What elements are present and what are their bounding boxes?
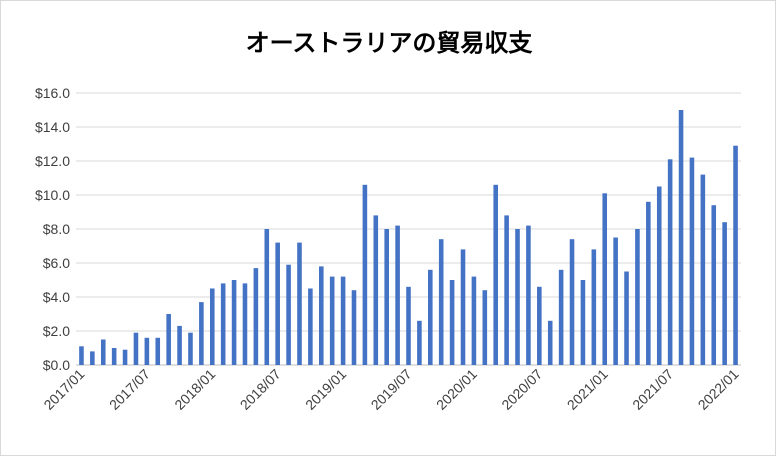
- bar: [428, 269, 433, 365]
- bar: [351, 290, 357, 365]
- bar: [155, 337, 161, 365]
- bar: [308, 288, 313, 365]
- x-tick-label: 2021/07: [629, 366, 676, 413]
- bar: [591, 249, 597, 365]
- bar: [373, 215, 379, 365]
- bar: [547, 320, 553, 365]
- bar-series: [79, 110, 738, 365]
- bar: [646, 201, 651, 365]
- bar: [329, 276, 335, 365]
- x-axis-ticks: 2017/01 2017/07 2018/01 2018/07 2019/01 2019/…: [40, 366, 741, 413]
- bar: [362, 184, 368, 365]
- bar: [417, 320, 422, 365]
- x-tick-label: 2018/01: [171, 366, 218, 413]
- bar: [678, 110, 684, 365]
- bar: [209, 288, 215, 365]
- bar: [711, 205, 717, 365]
- bar: [100, 339, 106, 365]
- bar: [493, 184, 499, 365]
- bar: [242, 283, 248, 365]
- x-tick-label: 2020/07: [498, 366, 545, 413]
- y-tick-label: $8.0: [43, 221, 70, 237]
- bar: [438, 239, 444, 365]
- x-tick-label: 2021/01: [564, 366, 611, 413]
- bar: [733, 145, 738, 365]
- bar: [264, 229, 270, 365]
- bar: [90, 351, 95, 365]
- bar: [471, 276, 477, 365]
- y-tick-label: $14.0: [35, 119, 70, 135]
- bar: [449, 280, 455, 365]
- bar: [188, 332, 193, 365]
- bar: [656, 186, 662, 365]
- bar: [384, 229, 389, 365]
- bar: [580, 280, 586, 365]
- bar: [537, 286, 542, 365]
- bar: [722, 222, 727, 365]
- bar: [624, 271, 629, 365]
- x-tick-label: 2019/01: [302, 366, 349, 413]
- x-tick-label: 2022/01: [695, 366, 742, 413]
- x-tick-label: 2017/07: [106, 366, 153, 413]
- bar: [667, 159, 673, 365]
- bar: [166, 314, 171, 365]
- bar: [340, 276, 346, 365]
- bar: [177, 325, 182, 365]
- bar: [504, 215, 509, 365]
- bar: [111, 348, 117, 365]
- bar: [231, 280, 237, 365]
- bar: [635, 229, 640, 365]
- bar: [700, 174, 706, 365]
- bar: [199, 302, 204, 365]
- bar: [406, 286, 411, 365]
- bar: [122, 349, 128, 365]
- bar: [602, 193, 608, 365]
- bar: [253, 268, 259, 365]
- y-axis-ticks: $0.0 $2.0 $4.0 $6.0 $8.0 $10.0 $12.0 $14.0 $16.0: [35, 85, 70, 373]
- y-tick-label: $2.0: [43, 323, 70, 339]
- x-tick-label: 2018/07: [237, 366, 284, 413]
- bar: [144, 337, 150, 365]
- bar: [558, 269, 564, 365]
- bar: [220, 283, 226, 365]
- bar: [613, 237, 618, 365]
- x-tick-label: 2019/07: [368, 366, 415, 413]
- bar: [482, 290, 488, 365]
- bar: [515, 229, 520, 365]
- bar: [318, 266, 324, 365]
- bar: [79, 346, 84, 365]
- bar: [395, 225, 400, 365]
- bar: [689, 157, 695, 365]
- bar: [297, 242, 302, 365]
- bar: [460, 249, 466, 365]
- bar: [569, 239, 575, 365]
- y-tick-label: $10.0: [35, 187, 70, 203]
- y-tick-label: $6.0: [43, 255, 70, 271]
- x-tick-label: 2020/01: [433, 366, 480, 413]
- y-tick-label: $4.0: [43, 289, 70, 305]
- chart-title: オーストラリアの貿易収支: [245, 29, 533, 57]
- y-tick-label: $0.0: [43, 357, 70, 373]
- bar: [286, 264, 291, 365]
- bar: [133, 332, 139, 365]
- bar: [275, 242, 280, 365]
- y-tick-label: $12.0: [35, 153, 70, 169]
- bar: [526, 225, 531, 365]
- y-tick-label: $16.0: [35, 85, 70, 101]
